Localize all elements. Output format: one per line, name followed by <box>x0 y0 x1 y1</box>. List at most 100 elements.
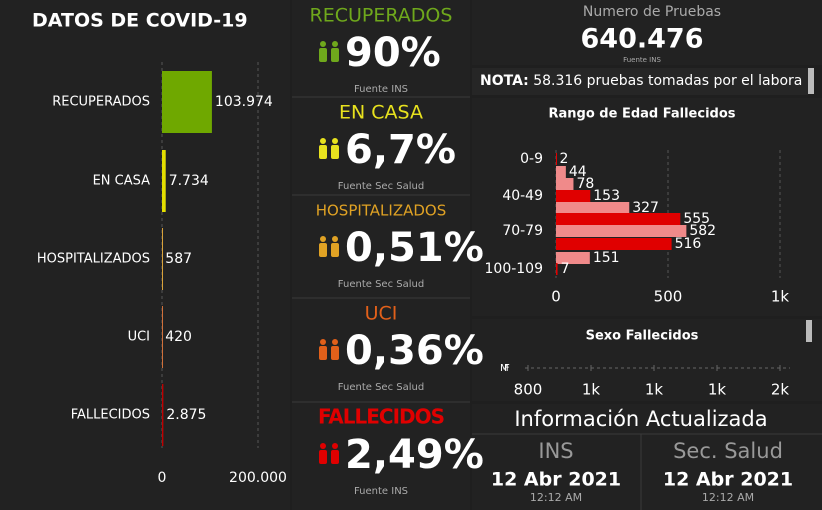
source-time: 12:12 AM <box>702 491 754 504</box>
category-label: UCI <box>128 330 150 345</box>
note-label: NOTA: <box>480 73 529 89</box>
chart-title: Rango de Edad Fallecidos <box>549 107 736 122</box>
scrollbar <box>806 320 812 342</box>
x-tick-label: 0 <box>551 288 561 306</box>
value-label: 2 <box>559 151 568 167</box>
bar <box>556 225 687 237</box>
chart-title: Sexo Fallecidos <box>586 329 699 344</box>
value-label: 582 <box>689 223 716 239</box>
bar <box>556 166 566 178</box>
x-tick-label: 1k <box>582 381 601 399</box>
bar <box>556 190 591 202</box>
category-label: 70-79 <box>502 223 543 239</box>
icon-body <box>331 450 339 464</box>
icon-body <box>331 145 339 159</box>
tests-panel <box>472 0 822 65</box>
bar <box>162 71 212 133</box>
icon-head <box>320 41 326 47</box>
bar <box>162 384 164 446</box>
person-icon <box>319 41 339 62</box>
kpi-value: 2,49% <box>345 432 484 478</box>
value-label: 2.875 <box>166 407 206 423</box>
kpi-source: Fuente INS <box>354 84 408 95</box>
person-icon <box>319 339 339 360</box>
source-name: Sec. Salud <box>673 439 783 463</box>
bar <box>556 252 590 264</box>
icon-body <box>319 48 327 62</box>
bar <box>556 263 558 275</box>
tests-label: Numero de Pruebas <box>583 4 721 20</box>
value-label: 103.974 <box>215 94 273 110</box>
value-label: 151 <box>593 250 620 266</box>
kpi-value: 0,36% <box>345 328 484 374</box>
icon-head <box>320 339 326 345</box>
value-label: 78 <box>576 176 594 192</box>
kpi-source: Fuente Sec Salud <box>338 279 424 290</box>
title: DATOS DE COVID-19 <box>32 10 248 32</box>
category-label: HOSPITALIZADOS <box>37 252 150 267</box>
kpi-label: HOSPITALIZADOS <box>316 202 447 220</box>
age-panel <box>472 98 822 316</box>
kpi-value: 6,7% <box>345 127 456 173</box>
kpi-label: EN CASA <box>339 102 423 124</box>
value-label: 153 <box>593 188 620 204</box>
kpi-label: FALLECIDOS <box>318 405 444 429</box>
value-label: 44 <box>569 164 587 180</box>
icon-body <box>319 346 327 360</box>
kpi-label: UCI <box>365 303 398 325</box>
category-label: FALLECIDOS <box>71 408 150 423</box>
kpi-dividers <box>292 96 822 435</box>
icon-head <box>332 339 338 345</box>
x-tick-label: 1k <box>771 288 790 306</box>
category-label: 0-9 <box>520 151 543 167</box>
value-label: 327 <box>632 200 659 216</box>
icon-head <box>320 236 326 242</box>
note: NOTA: 58.316 pruebas tomadas por el labo… <box>480 73 802 89</box>
category-label: M <box>500 363 509 374</box>
bar <box>162 228 163 290</box>
source-name: INS <box>538 439 573 463</box>
icon-head <box>320 443 326 449</box>
icon-body <box>319 243 327 257</box>
person-icon <box>319 236 339 257</box>
kpi-value: 0,51% <box>345 225 484 271</box>
bar <box>556 238 672 250</box>
value-label: 7.734 <box>169 173 209 189</box>
x-tick-label: 1k <box>708 381 727 399</box>
kpi-source: Fuente INS <box>354 486 408 497</box>
x-tick-label: 1k <box>645 381 664 399</box>
icon-body <box>319 145 327 159</box>
value-label: 587 <box>165 251 192 267</box>
tests-value: 640.476 <box>581 24 704 55</box>
x-tick-label: 800 <box>514 381 543 399</box>
icon-head <box>332 41 338 47</box>
person-icon <box>319 443 339 464</box>
category-label: F <box>504 363 510 374</box>
category-label: 40-49 <box>502 188 543 204</box>
bar <box>556 202 630 214</box>
note-panel <box>472 68 808 95</box>
x-tick-label: 0 <box>158 470 167 486</box>
kpi-label: RECUPERADOS <box>310 5 453 27</box>
x-tick-label: 200.000 <box>229 470 287 486</box>
person-icon <box>319 138 339 159</box>
bar <box>556 153 557 165</box>
tests-source: Fuente INS <box>623 56 661 64</box>
icon-head <box>332 236 338 242</box>
value-label: 516 <box>675 236 702 252</box>
sex-panel <box>472 319 822 401</box>
source-date: 12 Abr 2021 <box>491 469 621 491</box>
source-date: 12 Abr 2021 <box>663 469 793 491</box>
bar <box>162 306 163 368</box>
icon-head <box>332 443 338 449</box>
left-panel <box>0 0 290 510</box>
category-label: RECUPERADOS <box>52 95 150 110</box>
value-label: 420 <box>165 329 192 345</box>
source-time: 12:12 AM <box>530 491 582 504</box>
bar <box>556 178 574 190</box>
icon-head <box>332 138 338 144</box>
icon-body <box>331 243 339 257</box>
value-label: 555 <box>683 211 710 227</box>
update-panel <box>472 404 822 510</box>
